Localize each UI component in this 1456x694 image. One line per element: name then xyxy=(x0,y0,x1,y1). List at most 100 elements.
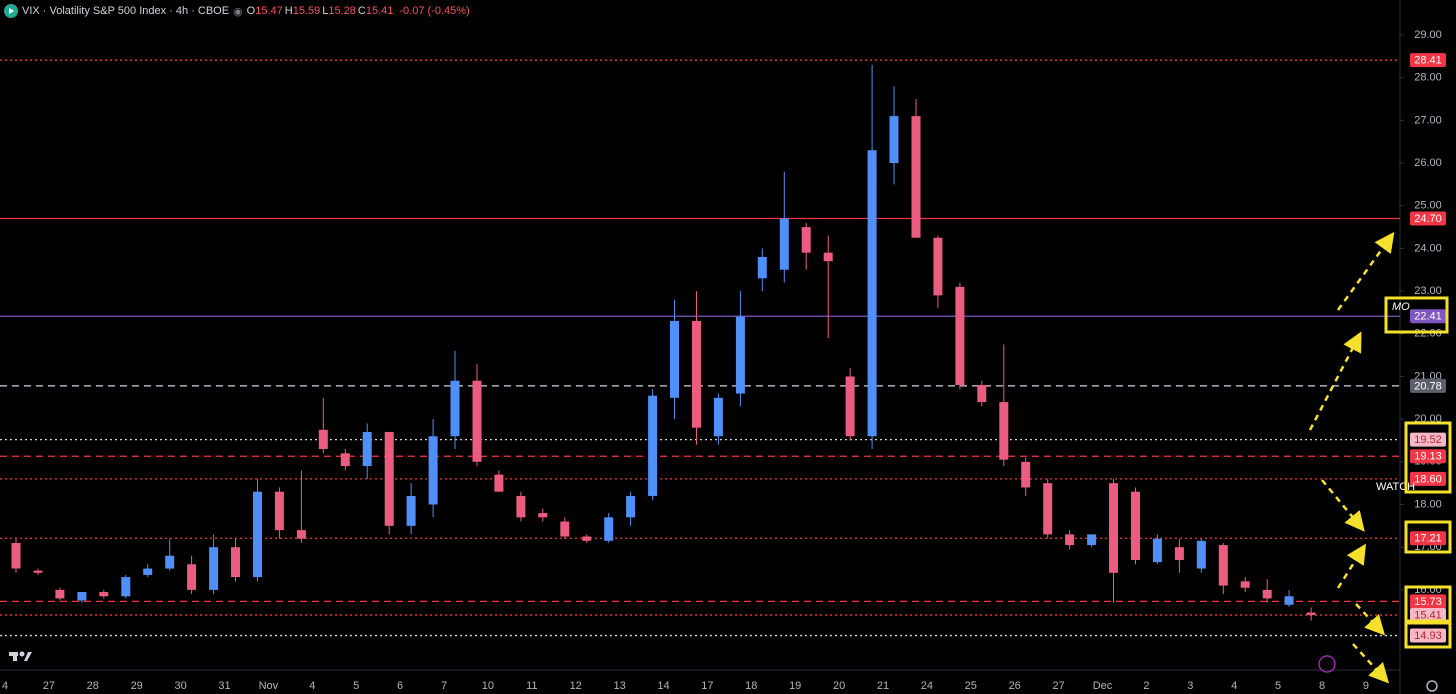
x-tick-label: 7 xyxy=(441,680,447,692)
candle-body xyxy=(1087,534,1097,546)
candles xyxy=(11,64,1316,621)
ohlc-key: O xyxy=(246,5,256,17)
x-tick-label: 11 xyxy=(526,680,537,692)
x-tick-label: 3 xyxy=(1187,680,1193,692)
arrow xyxy=(1308,331,1362,431)
candle-body xyxy=(55,589,65,599)
candle-body xyxy=(1131,491,1140,560)
x-tick-label: 27 xyxy=(1052,680,1064,692)
candle-body xyxy=(253,491,262,578)
candle-body xyxy=(999,402,1009,460)
price-tag-label: 28.41 xyxy=(1414,55,1442,67)
x-tick-label: Nov xyxy=(259,680,279,692)
logo-part xyxy=(13,652,17,661)
x-tick-label: 12 xyxy=(570,680,582,692)
candle-body xyxy=(867,150,877,437)
price-tag-label: 14.93 xyxy=(1414,630,1442,642)
candle-body xyxy=(1065,534,1075,546)
highlight-box xyxy=(1384,296,1449,334)
candle-body xyxy=(318,429,328,450)
highlight-box xyxy=(1404,520,1452,554)
candle-body xyxy=(823,252,833,262)
candle-body xyxy=(384,431,394,526)
symbol-icon xyxy=(4,4,18,18)
ohlc-key: C xyxy=(357,5,366,17)
candle-body xyxy=(648,395,658,496)
x-tick-label: 19 xyxy=(789,680,801,692)
candle-body xyxy=(77,592,87,601)
candle-body xyxy=(406,495,416,526)
x-tick-label: 8 xyxy=(1319,680,1325,692)
price-tag-label: 18.60 xyxy=(1414,473,1442,485)
y-tick-label: 26.00 xyxy=(1414,157,1442,169)
y-tick-label: 23.00 xyxy=(1414,285,1442,297)
x-tick-label: 5 xyxy=(353,680,359,692)
price-tag-label: 20.78 xyxy=(1414,380,1442,392)
highlight-box xyxy=(1404,421,1452,494)
eye-icon[interactable]: ◉ xyxy=(233,5,243,18)
y-tick-label: 29.00 xyxy=(1414,29,1442,41)
candle-body xyxy=(1152,538,1162,563)
price-tag-label: 17.21 xyxy=(1414,533,1442,545)
candle-body xyxy=(955,286,965,385)
candle-body xyxy=(143,568,153,575)
arrow xyxy=(1336,231,1395,311)
arrow xyxy=(1336,543,1367,589)
logo-part xyxy=(24,652,32,661)
price-tag xyxy=(1410,378,1446,393)
price-tag xyxy=(1410,594,1446,609)
x-tick-label: 24 xyxy=(921,680,933,692)
x-tick-label: 28 xyxy=(87,680,99,692)
candle-body xyxy=(494,474,504,492)
x-tick-label: 13 xyxy=(613,680,625,692)
settings-icon[interactable] xyxy=(1426,680,1438,692)
candle-body xyxy=(692,320,701,428)
x-tick-label: 26 xyxy=(1009,680,1021,692)
price-tag xyxy=(1410,432,1446,447)
arrow xyxy=(1355,603,1386,636)
x-tick-label: 18 xyxy=(745,680,757,692)
x-tick-label: 31 xyxy=(218,680,230,692)
annotations xyxy=(1308,231,1452,684)
candle-body xyxy=(121,577,131,597)
ohlc-value: 15.28 xyxy=(328,5,356,17)
ohlc: O15.47 H15.59 L15.28 C15.41 xyxy=(247,5,396,17)
y-tick-label: 24.00 xyxy=(1414,242,1442,254)
ohlc-value: 15.59 xyxy=(292,5,321,17)
price-tags: 28.4124.7022.41MO20.7819.5219.1318.60WAT… xyxy=(1376,53,1446,643)
candle-body xyxy=(340,453,350,467)
price-tag xyxy=(1410,211,1446,226)
highlight-box xyxy=(1404,585,1452,623)
x-tick-label: 10 xyxy=(482,680,494,692)
ohlc-key: H xyxy=(284,5,293,17)
candle-body xyxy=(977,385,987,403)
candle-body xyxy=(472,380,482,462)
x-tick-label: 14 xyxy=(657,680,669,692)
price-tag-label: 15.41 xyxy=(1414,609,1442,621)
x-tick-label: 25 xyxy=(965,680,977,692)
alert-icon[interactable] xyxy=(1318,655,1336,673)
candle-body xyxy=(516,495,526,518)
candle-body xyxy=(231,547,240,578)
candle-body xyxy=(582,536,592,541)
x-tick-label: 27 xyxy=(43,680,55,692)
candle-body xyxy=(713,397,723,437)
candle-body xyxy=(889,116,899,164)
symbol-title: VIX · Volatility S&P 500 Index · 4h · CB… xyxy=(22,5,230,17)
x-tick-label: 29 xyxy=(131,680,143,692)
candle-body xyxy=(428,436,438,505)
x-tick-label: 9 xyxy=(1363,680,1369,692)
price-tag-label: 15.73 xyxy=(1414,596,1442,608)
arrow xyxy=(1321,479,1365,532)
candle-body xyxy=(209,547,219,590)
x-tick-label: 6 xyxy=(397,680,403,692)
ohlc-value: 15.47 xyxy=(255,5,283,17)
x-axis: 4 27 28 29 30 31 Nov 4 5 6 7 10 11 12 13 14 17 18 19 20 21 24… xyxy=(2,680,1369,692)
candle-body xyxy=(1306,612,1316,616)
candle-body xyxy=(1174,547,1184,560)
price-tag-label: 19.13 xyxy=(1414,451,1442,463)
x-tick-label: 17 xyxy=(701,680,713,692)
candle-body xyxy=(1262,589,1272,599)
x-tick-label: 20 xyxy=(833,680,845,692)
